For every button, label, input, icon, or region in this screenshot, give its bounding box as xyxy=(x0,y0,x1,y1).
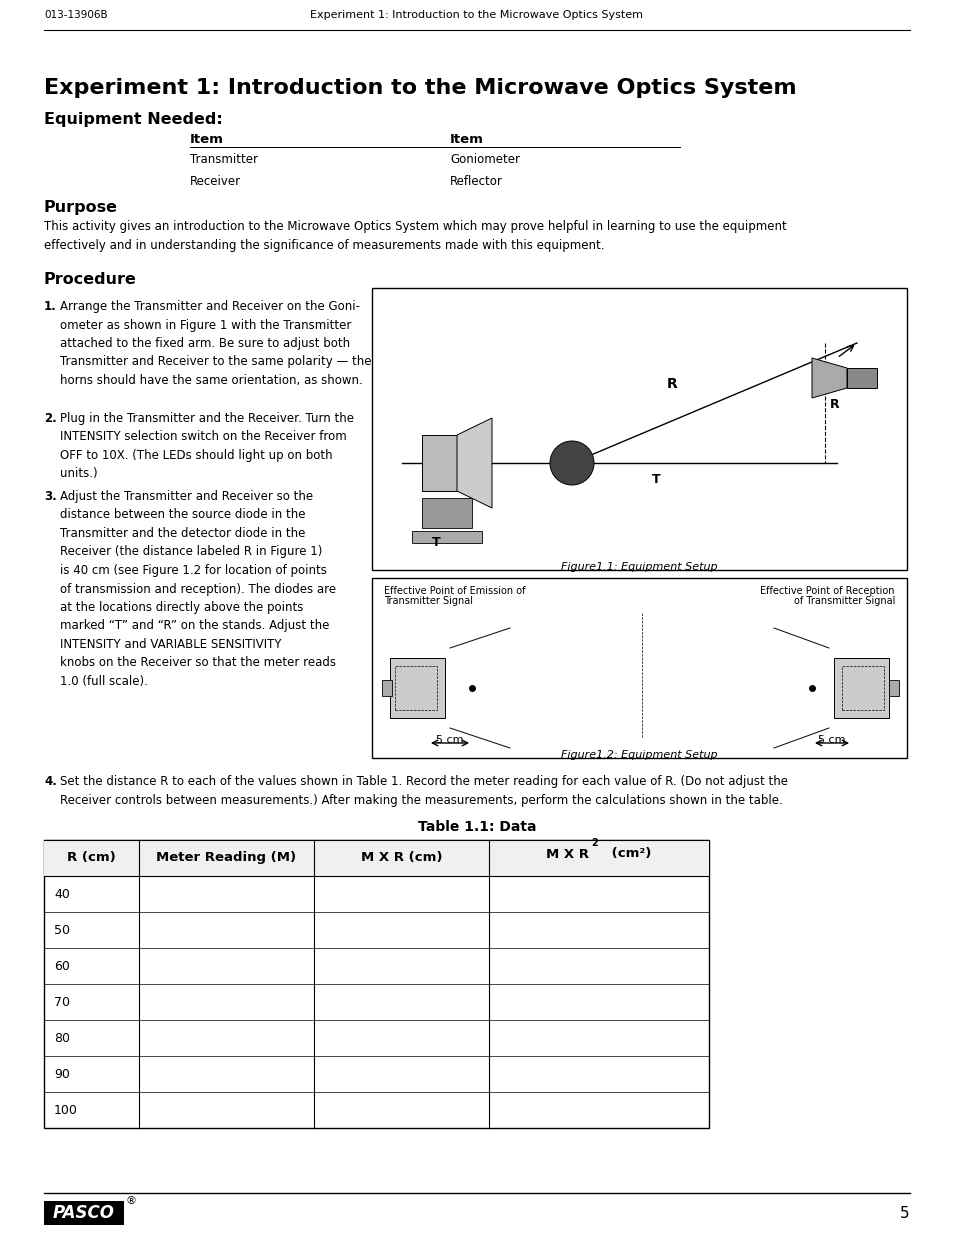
Text: 2: 2 xyxy=(590,839,598,848)
Text: Item: Item xyxy=(450,133,483,146)
Text: 5: 5 xyxy=(900,1205,909,1220)
Text: Experiment 1: Introduction to the Microwave Optics System: Experiment 1: Introduction to the Microw… xyxy=(44,78,796,98)
Text: This activity gives an introduction to the Microwave Optics System which may pro: This activity gives an introduction to t… xyxy=(44,220,786,252)
Text: Adjust the Transmitter and Receiver so the
distance between the source diode in : Adjust the Transmitter and Receiver so t… xyxy=(60,490,335,688)
Text: Effective Point of Reception: Effective Point of Reception xyxy=(760,585,894,597)
Text: (cm²): (cm²) xyxy=(606,847,651,861)
Text: Arrange the Transmitter and Receiver on the Goni-
ometer as shown in Figure 1 wi: Arrange the Transmitter and Receiver on … xyxy=(60,300,371,387)
Text: 013-13906B: 013-13906B xyxy=(44,10,108,20)
Text: Transmitter: Transmitter xyxy=(190,153,257,165)
Text: Transmitter Signal: Transmitter Signal xyxy=(384,597,473,606)
Text: R: R xyxy=(829,398,839,411)
Bar xyxy=(44,840,708,876)
Bar xyxy=(421,435,456,492)
Text: Meter Reading (M): Meter Reading (M) xyxy=(156,851,296,864)
Text: ®: ® xyxy=(126,1195,137,1207)
Text: Experiment 1: Introduction to the Microwave Optics System: Experiment 1: Introduction to the Microw… xyxy=(310,10,643,20)
Polygon shape xyxy=(456,417,492,508)
Text: 5 cm: 5 cm xyxy=(818,735,845,745)
Text: R: R xyxy=(666,377,677,391)
Text: 40: 40 xyxy=(54,888,70,900)
Text: Receiver: Receiver xyxy=(190,175,241,188)
Bar xyxy=(841,666,883,710)
Text: 50: 50 xyxy=(54,924,70,936)
Text: Equipment Needed:: Equipment Needed: xyxy=(44,112,222,127)
Text: Figure1.2: Equipment Setup: Figure1.2: Equipment Setup xyxy=(560,750,717,760)
Text: T: T xyxy=(651,473,659,487)
Text: Purpose: Purpose xyxy=(44,200,118,215)
Text: 100: 100 xyxy=(54,1104,78,1116)
Text: Effective Point of Emission of: Effective Point of Emission of xyxy=(384,585,525,597)
Polygon shape xyxy=(846,368,876,388)
Text: Reflector: Reflector xyxy=(450,175,502,188)
Text: Table 1.1: Data: Table 1.1: Data xyxy=(417,820,536,834)
Text: M X R: M X R xyxy=(545,847,588,861)
Text: 5 cm: 5 cm xyxy=(436,735,463,745)
Text: PASCO: PASCO xyxy=(53,1204,114,1221)
Text: Set the distance R to each of the values shown in Table 1. Record the meter read: Set the distance R to each of the values… xyxy=(60,776,787,806)
Polygon shape xyxy=(811,358,846,398)
Bar xyxy=(372,578,906,758)
Text: Goniometer: Goniometer xyxy=(450,153,519,165)
Text: M X R (cm): M X R (cm) xyxy=(360,851,442,864)
Bar xyxy=(395,666,436,710)
Text: T: T xyxy=(432,536,440,550)
Bar xyxy=(44,1200,124,1225)
Bar xyxy=(412,531,481,543)
Bar xyxy=(888,680,898,697)
Text: 90: 90 xyxy=(54,1067,70,1081)
Text: 70: 70 xyxy=(54,995,70,1009)
Text: Plug in the Transmitter and the Receiver. Turn the
INTENSITY selection switch on: Plug in the Transmitter and the Receiver… xyxy=(60,412,354,480)
Bar xyxy=(390,658,444,718)
Text: Item: Item xyxy=(190,133,224,146)
Text: 60: 60 xyxy=(54,960,70,972)
Text: 1.: 1. xyxy=(44,300,56,312)
Text: Procedure: Procedure xyxy=(44,272,136,287)
Bar xyxy=(421,498,472,529)
Bar xyxy=(833,658,888,718)
Text: Figure1.1: Equipment Setup: Figure1.1: Equipment Setup xyxy=(560,562,717,572)
Text: of Transmitter Signal: of Transmitter Signal xyxy=(793,597,894,606)
Text: 80: 80 xyxy=(54,1031,70,1045)
Circle shape xyxy=(550,441,594,485)
Bar xyxy=(44,840,708,1128)
Bar xyxy=(372,288,906,571)
Text: 3.: 3. xyxy=(44,490,56,503)
Text: 2.: 2. xyxy=(44,412,56,425)
Bar xyxy=(381,680,392,697)
Text: 4.: 4. xyxy=(44,776,57,788)
Text: R (cm): R (cm) xyxy=(67,851,115,864)
